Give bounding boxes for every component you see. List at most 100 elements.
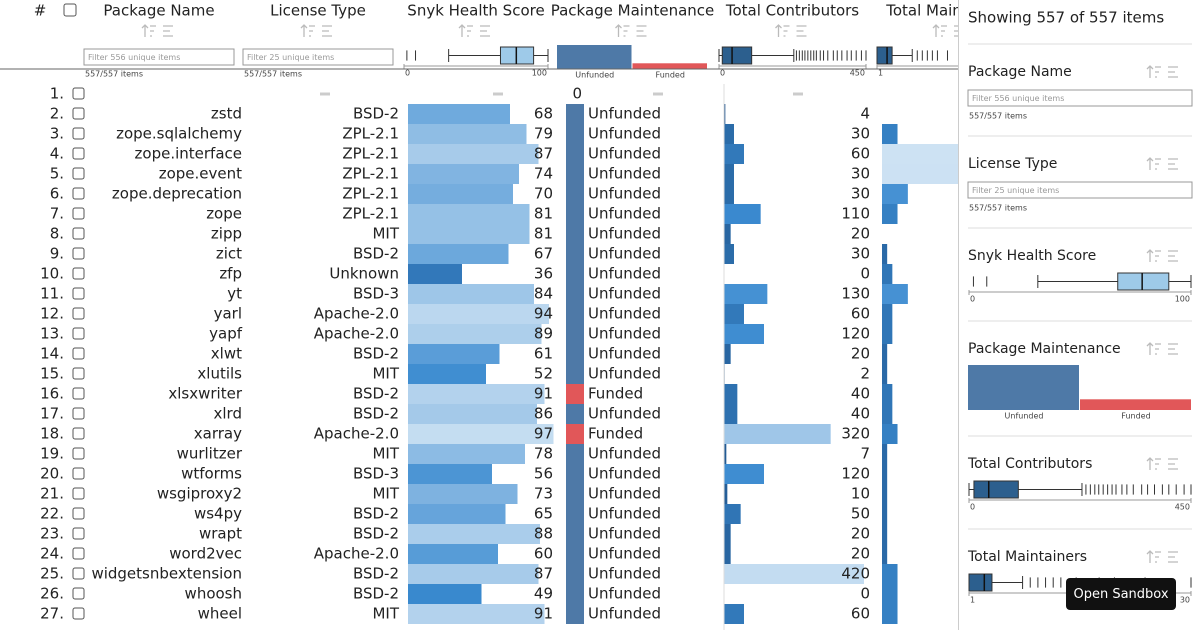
score-bar bbox=[408, 424, 554, 444]
column-title[interactable]: License Type bbox=[270, 2, 366, 20]
contributors-bar bbox=[724, 104, 726, 124]
histogram-bar[interactable] bbox=[632, 63, 708, 69]
row-checkbox[interactable] bbox=[72, 107, 85, 120]
row-checkbox[interactable] bbox=[72, 527, 85, 540]
sort-icon[interactable] bbox=[615, 24, 630, 37]
filter-input[interactable] bbox=[967, 89, 1193, 107]
histogram-bar[interactable] bbox=[1080, 399, 1191, 410]
rank: 1. bbox=[50, 85, 64, 103]
row-checkbox[interactable] bbox=[72, 287, 85, 300]
row-checkbox[interactable] bbox=[72, 227, 85, 240]
maintainers-bar bbox=[882, 604, 898, 624]
group-icon[interactable] bbox=[322, 25, 332, 37]
row-checkbox[interactable] bbox=[72, 367, 85, 380]
maintenance-tile bbox=[566, 164, 584, 184]
row-checkbox[interactable] bbox=[72, 467, 85, 480]
row-checkbox[interactable] bbox=[72, 347, 85, 360]
group-icon[interactable] bbox=[1168, 250, 1178, 262]
column-title[interactable]: Package Maintenance bbox=[551, 2, 715, 20]
maintenance-tile bbox=[566, 584, 584, 604]
section-title[interactable]: Package Maintenance bbox=[968, 341, 1121, 357]
section-title[interactable]: License Type bbox=[968, 156, 1057, 172]
contributors-value: 30 bbox=[851, 245, 870, 263]
sort-icon[interactable] bbox=[775, 24, 790, 37]
maintainers-bar bbox=[882, 544, 888, 564]
column-title[interactable]: Snyk Health Score bbox=[407, 2, 544, 20]
box bbox=[721, 46, 753, 65]
sort-icon[interactable] bbox=[141, 24, 156, 37]
group-icon[interactable] bbox=[1168, 551, 1178, 563]
side-panel: Showing 557 of 557 items Package Name Filt… bbox=[958, 0, 1200, 630]
package-name: zict bbox=[216, 245, 242, 263]
score-value: 88 bbox=[534, 525, 553, 543]
section-title[interactable]: Total Maintainers bbox=[967, 549, 1087, 565]
group-icon[interactable] bbox=[796, 25, 807, 37]
row-checkbox[interactable] bbox=[72, 207, 85, 220]
maintainers-bar bbox=[882, 504, 888, 524]
histogram-label: Unfunded bbox=[1005, 412, 1044, 421]
maintenance-value: Unfunded bbox=[588, 225, 661, 243]
sort-icon[interactable] bbox=[300, 24, 315, 37]
row-checkbox[interactable] bbox=[72, 187, 85, 200]
row-checkbox[interactable] bbox=[72, 127, 85, 140]
row-checkbox[interactable] bbox=[72, 327, 85, 340]
select-all-checkbox[interactable] bbox=[63, 3, 77, 17]
sort-icon[interactable] bbox=[1146, 342, 1161, 355]
row-checkbox[interactable] bbox=[72, 407, 85, 420]
group-icon[interactable] bbox=[1168, 158, 1178, 170]
section-title[interactable]: Package Name bbox=[968, 64, 1072, 80]
filter-input[interactable] bbox=[242, 48, 394, 66]
section-title[interactable]: Snyk Health Score bbox=[968, 248, 1096, 264]
score-bar bbox=[408, 484, 518, 504]
group-icon[interactable] bbox=[636, 25, 647, 37]
contributors-value: 4 bbox=[860, 105, 870, 123]
section-title[interactable]: Total Contributors bbox=[967, 456, 1092, 472]
open-sandbox-button[interactable] bbox=[1066, 578, 1176, 610]
column-title[interactable]: Package Name bbox=[103, 2, 214, 20]
row-checkbox[interactable] bbox=[72, 587, 85, 600]
contributors-bar bbox=[724, 464, 764, 484]
group-icon[interactable] bbox=[1168, 458, 1178, 470]
histogram-bar[interactable] bbox=[557, 45, 632, 69]
sort-icon[interactable] bbox=[1146, 65, 1161, 78]
row-checkbox[interactable] bbox=[72, 447, 85, 460]
sort-icon[interactable] bbox=[1146, 249, 1161, 262]
score-bar bbox=[408, 364, 486, 384]
histogram-bar[interactable] bbox=[968, 365, 1079, 410]
maintainers-bar bbox=[882, 144, 981, 164]
sort-icon[interactable] bbox=[1146, 457, 1161, 470]
row-checkbox[interactable] bbox=[72, 507, 85, 520]
filter-input[interactable] bbox=[83, 48, 235, 66]
contributors-value: 20 bbox=[851, 225, 870, 243]
row-checkbox[interactable] bbox=[72, 487, 85, 500]
filter-input[interactable] bbox=[967, 181, 1193, 199]
group-icon[interactable] bbox=[163, 25, 173, 37]
open-sandbox-label[interactable]: Open Sandbox bbox=[1073, 587, 1168, 602]
group-icon[interactable] bbox=[1168, 66, 1178, 78]
row-checkbox[interactable] bbox=[72, 167, 85, 180]
sort-icon[interactable] bbox=[458, 24, 473, 37]
row-checkbox[interactable] bbox=[72, 427, 85, 440]
row-checkbox[interactable] bbox=[72, 87, 85, 100]
sort-icon[interactable] bbox=[1146, 157, 1161, 170]
row-checkbox[interactable] bbox=[72, 247, 85, 260]
sort-icon[interactable] bbox=[1146, 550, 1161, 563]
maintenance-tile bbox=[566, 464, 584, 484]
maintenance-tile bbox=[566, 244, 584, 264]
group-icon[interactable] bbox=[480, 25, 490, 37]
row-checkbox[interactable] bbox=[72, 387, 85, 400]
column-title[interactable]: Total Contributors bbox=[725, 2, 859, 20]
sort-icon[interactable] bbox=[932, 24, 947, 37]
row-checkbox[interactable] bbox=[72, 547, 85, 560]
row-checkbox[interactable] bbox=[72, 267, 85, 280]
score-bar bbox=[408, 504, 506, 524]
row-checkbox[interactable] bbox=[72, 567, 85, 580]
license: BSD-2 bbox=[353, 505, 399, 523]
package-name: zfp bbox=[219, 265, 242, 283]
contributors-bar bbox=[724, 384, 738, 404]
row-checkbox[interactable] bbox=[72, 307, 85, 320]
row-checkbox[interactable] bbox=[72, 607, 85, 620]
row-checkbox[interactable] bbox=[72, 147, 85, 160]
maintenance-tile bbox=[566, 324, 584, 344]
group-icon[interactable] bbox=[1168, 343, 1178, 355]
